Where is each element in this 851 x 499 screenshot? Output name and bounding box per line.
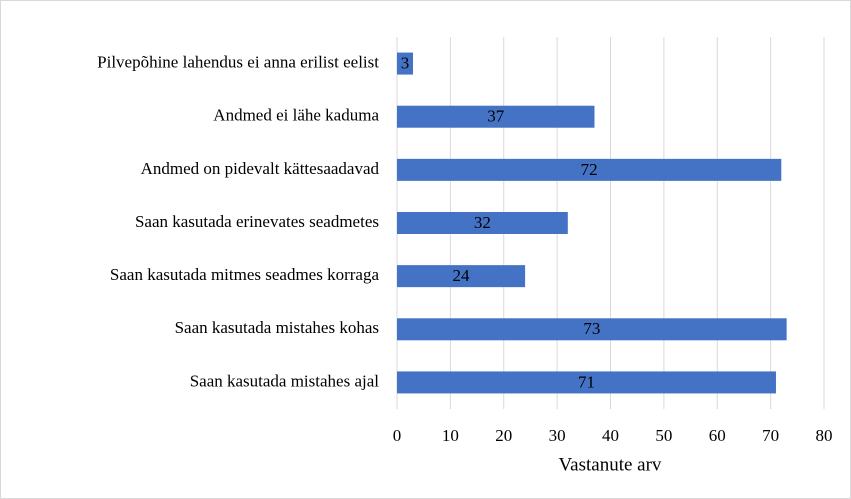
y-tick-label: Pilvepõhine lahendus ei anna erilist eel… bbox=[97, 52, 379, 71]
bar bbox=[397, 105, 595, 128]
data-label: 37 bbox=[487, 107, 505, 126]
x-axis-label: Vastanute arv bbox=[559, 454, 662, 475]
x-tick-label: 60 bbox=[709, 426, 726, 445]
bar bbox=[397, 318, 787, 341]
bar bbox=[397, 265, 526, 288]
x-tick-label: 30 bbox=[549, 426, 566, 445]
x-tick-label: 80 bbox=[816, 426, 833, 445]
bar bbox=[397, 52, 414, 75]
x-tick-label: 50 bbox=[655, 426, 672, 445]
y-tick-label: Saan kasutada erinevates seadmetes bbox=[135, 212, 379, 231]
y-tick-label: Saan kasutada mistahes ajal bbox=[190, 371, 380, 390]
data-label: 72 bbox=[581, 160, 598, 179]
x-tick-label: 0 bbox=[393, 426, 402, 445]
y-tick-label: Andmed on pidevalt kättesaadavad bbox=[141, 159, 380, 178]
data-label: 24 bbox=[453, 266, 471, 285]
bar bbox=[397, 212, 568, 234]
x-tick-label: 40 bbox=[602, 426, 619, 445]
data-label: 71 bbox=[578, 372, 595, 391]
bar bbox=[397, 158, 782, 181]
x-tick-label: 20 bbox=[495, 426, 512, 445]
y-tick-label: Saan kasutada mistahes kohas bbox=[175, 318, 379, 337]
data-label: 32 bbox=[474, 213, 491, 232]
bar bbox=[397, 371, 776, 394]
data-label: 73 bbox=[583, 319, 600, 338]
y-tick-label: Saan kasutada mitmes seadmes korraga bbox=[110, 265, 380, 284]
data-label: 3 bbox=[401, 53, 410, 72]
x-tick-label: 10 bbox=[442, 426, 459, 445]
x-tick-label: 70 bbox=[762, 426, 779, 445]
y-tick-label: Andmed ei lähe kaduma bbox=[213, 106, 379, 125]
